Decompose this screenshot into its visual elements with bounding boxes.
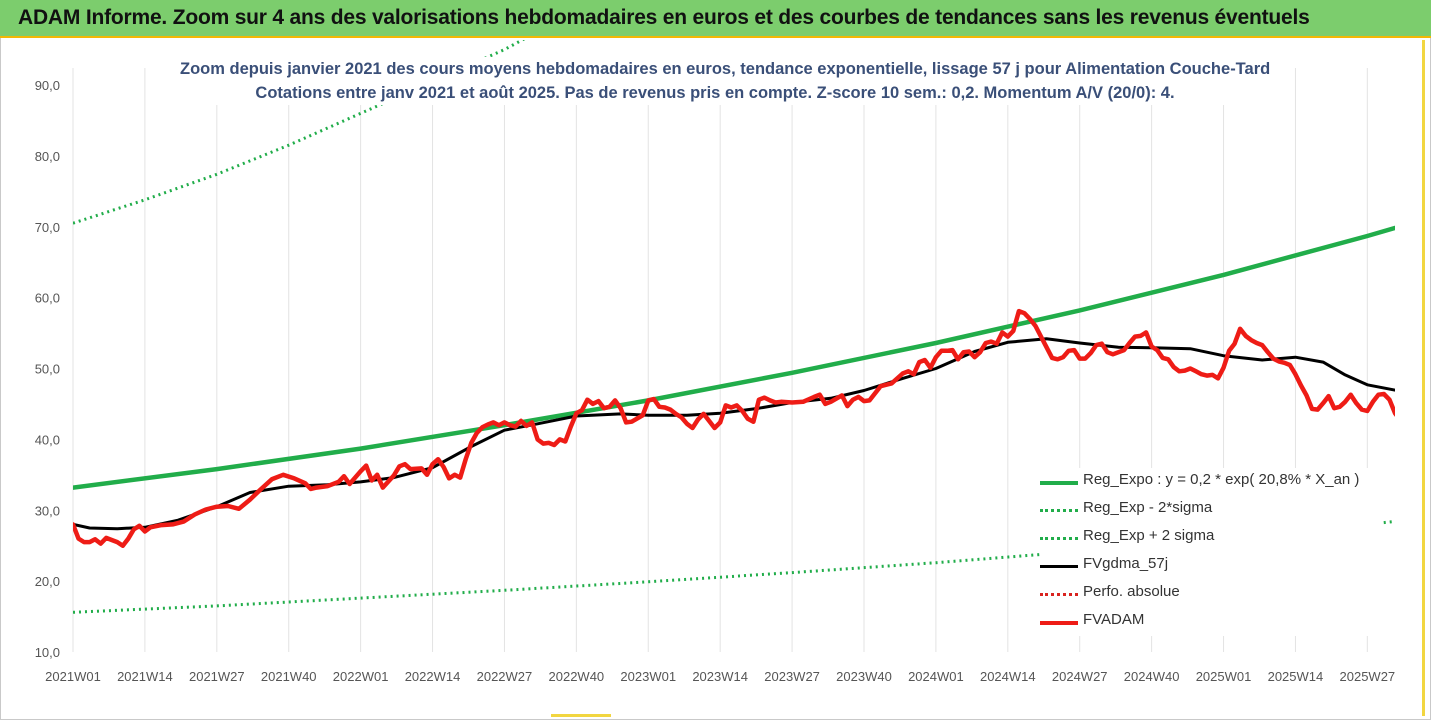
x-tick-label: 2021W27 [189, 669, 245, 684]
chart-title-line-1: Zoom depuis janvier 2021 des cours moyen… [180, 60, 1271, 78]
x-tick-label: 2022W40 [549, 669, 605, 684]
x-tick-label: 2025W14 [1268, 669, 1324, 684]
x-tick-label: 2023W14 [692, 669, 748, 684]
legend-swatch-fvgdma-57j [1040, 565, 1078, 568]
x-tick-label: 2022W14 [405, 669, 461, 684]
y-tick-label: 50,0 [35, 362, 60, 377]
y-tick-label: 70,0 [35, 220, 60, 235]
legend-label-reg-expo: Reg_Expo : y = 0,2 * exp( 20,8% * X_an ) [1083, 471, 1360, 488]
chart-title-line-2: Cotations entre janv 2021 et août 2025. … [255, 84, 1175, 102]
chart-title: Zoom depuis janvier 2021 des cours moyen… [180, 57, 1271, 105]
decorative-yellow-bar-right [1422, 40, 1425, 716]
legend-swatch-reg-exp-plus-2-sigma [1040, 537, 1078, 540]
x-tick-label: 2022W01 [333, 669, 389, 684]
x-tick-label: 2024W27 [1052, 669, 1108, 684]
x-tick-label: 2022W27 [477, 669, 533, 684]
decorative-yellow-bar-bottom [551, 714, 611, 717]
legend-label-reg-exp-plus-2-sigma: Reg_Exp + 2 sigma [1083, 527, 1215, 544]
y-tick-label: 90,0 [35, 78, 60, 93]
x-tick-label: 2021W01 [45, 669, 101, 684]
grid-lines [72, 68, 1368, 652]
x-tick-label: 2024W40 [1124, 669, 1180, 684]
legend-label-fvgdma-57j: FVgdma_57j [1083, 555, 1169, 572]
legend-label-reg-exp-minus-2-sigma: Reg_Exp - 2*sigma [1083, 499, 1213, 516]
legend-item-reg-expo: Reg_Expo : y = 0,2 * exp( 20,8% * X_an ) [1040, 468, 1380, 496]
y-tick-label: 60,0 [35, 291, 60, 306]
y-tick-label: 80,0 [35, 149, 60, 164]
legend-label-fvadam: FVADAM [1083, 611, 1145, 628]
legend-item-fvadam: FVADAM [1040, 608, 1380, 636]
x-tick-label: 2023W40 [836, 669, 892, 684]
x-tick-label: 2023W27 [764, 669, 820, 684]
y-tick-label: 20,0 [35, 574, 60, 589]
series-line-fvadam [73, 308, 1395, 548]
x-tick-label: 2023W01 [620, 669, 676, 684]
legend-swatch-fvadam [1040, 621, 1078, 625]
banner-title: ADAM Informe. Zoom sur 4 ans des valoris… [18, 6, 1310, 29]
y-tick-label: 40,0 [35, 432, 60, 447]
legend-swatch-perfo-absolue [1040, 593, 1078, 596]
legend-swatch-reg-expo [1040, 481, 1078, 485]
x-tick-label: 2024W01 [908, 669, 964, 684]
chart-legend: Reg_Expo : y = 0,2 * exp( 20,8% * X_an )… [1040, 468, 1380, 636]
legend-item-reg-exp-minus-2-sigma: Reg_Exp - 2*sigma [1040, 496, 1380, 524]
legend-label-perfo-absolue: Perfo. absolue [1083, 583, 1180, 600]
legend-swatch-reg-exp-minus-2-sigma [1040, 509, 1078, 512]
legend-item-perfo-absolue: Perfo. absolue [1040, 580, 1380, 608]
x-tick-label: 2021W14 [117, 669, 173, 684]
x-tick-label: 2021W40 [261, 669, 317, 684]
legend-item-fvgdma-57j: FVgdma_57j [1040, 552, 1380, 580]
y-tick-label: 30,0 [35, 503, 60, 518]
y-axis-tick-labels: 10,0 20,0 30,0 40,0 50,0 60,0 70,0 80,0 90,0 [35, 78, 60, 660]
x-tick-label: 2025W27 [1340, 669, 1396, 684]
x-tick-label: 2025W01 [1196, 669, 1252, 684]
legend-item-reg-exp-plus-2-sigma: Reg_Exp + 2 sigma [1040, 524, 1380, 552]
x-axis-tick-labels: 2021W01 2021W14 2021W27 2021W40 2022W01 2022W… [45, 669, 1395, 684]
report-banner: ADAM Informe. Zoom sur 4 ans des valoris… [0, 0, 1431, 38]
y-tick-label: 10,0 [35, 645, 60, 660]
x-tick-label: 2024W14 [980, 669, 1036, 684]
